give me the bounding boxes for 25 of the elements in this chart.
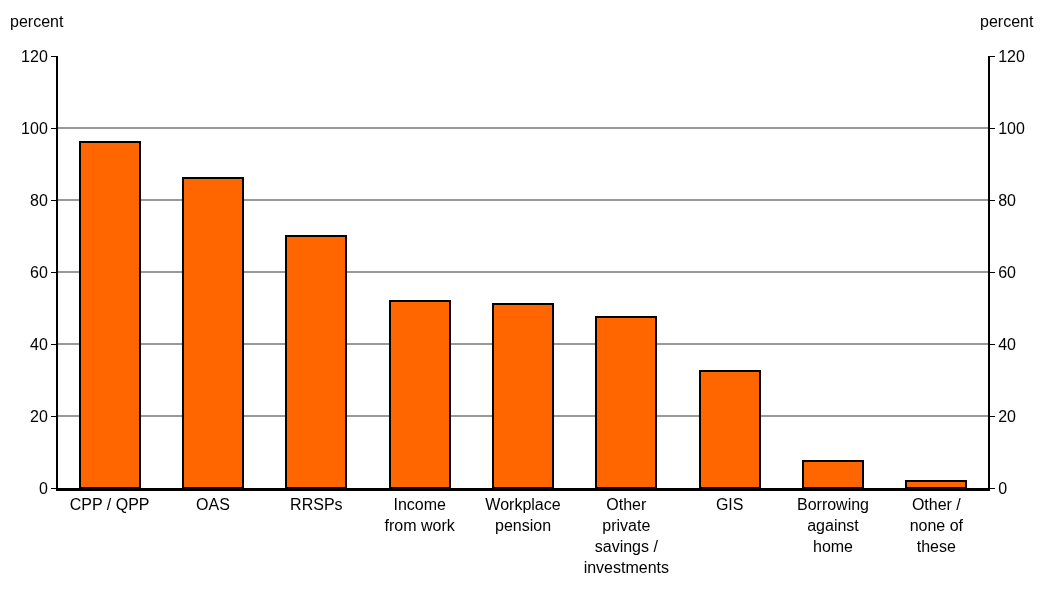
y2-tick-label: 80 <box>998 191 1017 209</box>
x-tick-label: Other / none of these <box>909 496 964 555</box>
x-tick-label: OAS <box>196 496 230 514</box>
x-tick-label: Income from work <box>384 496 456 534</box>
y2-axis-title: percent <box>980 13 1034 30</box>
x-tick-label: Workplace pension <box>485 496 561 534</box>
x-tick-label: Borrowing against home <box>796 496 870 555</box>
y2-tick-label: 0 <box>998 479 1008 497</box>
y-tick-label: 100 <box>21 119 48 137</box>
y-tick-label: 60 <box>30 263 48 281</box>
x-tick-label: CPP / QPP <box>69 496 150 514</box>
x-tick-label: RRSPs <box>290 496 343 514</box>
y2-tick-label: 100 <box>998 119 1025 137</box>
y-tick-label: 120 <box>21 47 48 65</box>
y-tick-label: 40 <box>30 335 48 353</box>
y-axis-title: percent <box>10 13 64 30</box>
y2-tick-label: 20 <box>998 407 1017 425</box>
y2-tick-label: 60 <box>998 263 1017 281</box>
x-tick-label: GIS <box>715 496 744 514</box>
y-tick-label: 0 <box>38 479 48 497</box>
y2-tick-label: 40 <box>998 335 1017 353</box>
x-tick-label: Other private savings / investments <box>583 496 670 576</box>
y-tick-label: 20 <box>30 407 48 425</box>
y2-tick-label: 120 <box>998 47 1025 65</box>
y-tick-label: 80 <box>30 191 48 209</box>
